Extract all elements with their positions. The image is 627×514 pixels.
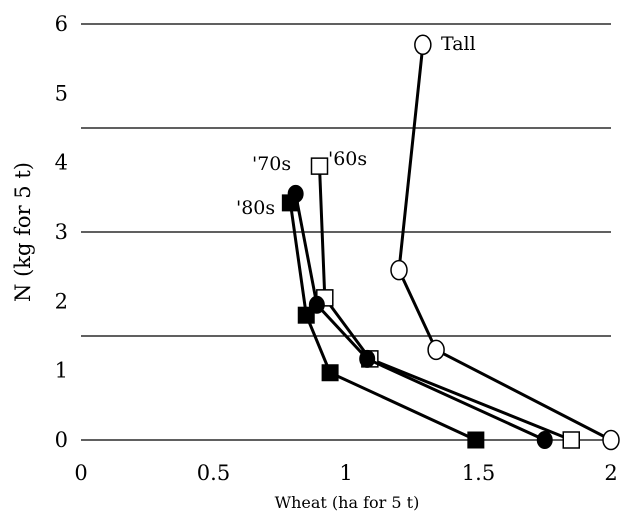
series-0-point-1 — [427, 339, 445, 361]
series-0-point-3 — [414, 34, 432, 56]
gridlines — [81, 23, 611, 441]
x-tick-label-4: 2 — [604, 461, 617, 485]
series-line-1 — [318, 166, 572, 442]
series-0 — [390, 34, 620, 451]
y-tick-label-4: 4 — [55, 151, 68, 175]
x-tick-label-0: 0 — [74, 461, 87, 485]
series-1-point-3 — [310, 157, 329, 175]
x-tick-label-3: 1.5 — [462, 461, 495, 485]
series-3-point-1 — [321, 364, 339, 382]
y-tick-label-5: 5 — [55, 81, 68, 105]
y-tick-label-1: 1 — [55, 359, 68, 383]
series-label-60s: '60s — [328, 148, 367, 170]
tick-labels: 0 1 2 3 4 5 6 0 0.5 1 1.5 2 — [55, 12, 618, 485]
y-tick-label-3: 3 — [55, 220, 68, 244]
x-axis-title: Wheat (ha for 5 t) — [275, 493, 420, 512]
series-0-point-2 — [390, 259, 408, 281]
series-line-3 — [288, 202, 477, 442]
series-label-80s: '80s — [236, 197, 275, 219]
y-tick-label-0: 0 — [55, 428, 68, 452]
series-3-point-0 — [467, 431, 485, 449]
series-2-point-0 — [536, 431, 553, 449]
x-tick-label-1: 0.5 — [197, 461, 230, 485]
series-line-0 — [397, 44, 612, 442]
series-1-point-0 — [562, 431, 580, 449]
series-2-point-1 — [359, 349, 376, 368]
series-label-70s: '70s — [252, 153, 291, 175]
y-tick-label-2: 2 — [55, 289, 68, 313]
series-label-tall: Tall — [441, 33, 476, 55]
series-3 — [281, 194, 485, 449]
series-3-point-3 — [281, 194, 299, 212]
y-tick-label-6: 6 — [55, 12, 68, 36]
series-group — [281, 34, 620, 451]
series-3-point-2 — [297, 306, 315, 324]
series-line-2 — [294, 193, 546, 442]
x-tick-label-2: 1 — [339, 461, 352, 485]
series-0-point-0 — [602, 429, 620, 451]
y-axis-title: N (kg for 5 t) — [11, 162, 35, 302]
